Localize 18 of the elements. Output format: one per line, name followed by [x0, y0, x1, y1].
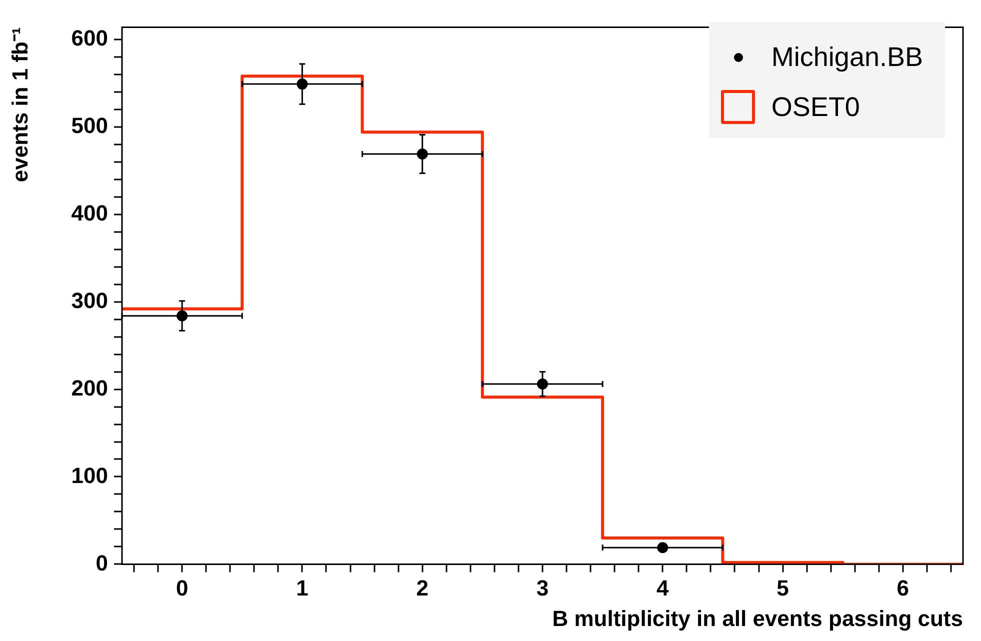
x-tick-label: 1 [296, 575, 308, 600]
x-axis-title: B multiplicity in all events passing cuts [552, 606, 963, 631]
x-tick-label: 0 [176, 575, 188, 600]
y-tick-label: 100 [71, 462, 108, 488]
y-tick-label: 200 [71, 375, 108, 400]
legend-label: Michigan.BB [771, 42, 923, 72]
x-tick-label: 5 [776, 575, 789, 600]
legend-label: OSET0 [771, 92, 860, 122]
y-tick-label: 300 [71, 288, 108, 313]
x-tick-label: 2 [416, 575, 428, 600]
y-axis-title: events in 1 fb⁻¹ [7, 27, 32, 182]
x-tick-label: 4 [656, 575, 670, 600]
y-tick-label: 400 [71, 200, 108, 226]
x-tick-label: 6 [896, 575, 910, 600]
y-tick-label: 600 [71, 26, 108, 51]
x-tick-label: 3 [536, 575, 549, 600]
y-tick-label: 0 [96, 550, 108, 576]
y-tick-label: 500 [71, 112, 108, 138]
